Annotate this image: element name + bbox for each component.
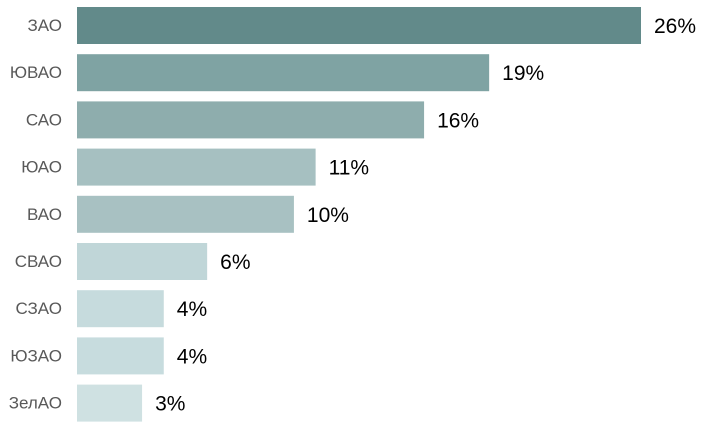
- category-label: ЮЗАО: [10, 346, 62, 365]
- category-label: СЗАО: [15, 299, 62, 318]
- bar-9: [77, 384, 143, 422]
- bar-4: [77, 148, 316, 186]
- bar-8: [77, 337, 164, 375]
- value-label: 11%: [329, 157, 369, 180]
- category-label: САО: [26, 110, 62, 129]
- category-label: ЗАО: [28, 16, 62, 35]
- category-label: ЗелАО: [9, 394, 62, 413]
- category-label: ЮАО: [21, 158, 62, 177]
- bar-6: [77, 243, 208, 280]
- bar-2: [77, 54, 490, 92]
- value-label: 3%: [155, 393, 185, 416]
- bar-1: [77, 7, 641, 44]
- value-label: 6%: [220, 251, 250, 274]
- category-label: ЮВАО: [10, 63, 62, 82]
- category-label: СВАО: [15, 252, 62, 271]
- value-label: 19%: [502, 62, 544, 85]
- value-label: 26%: [654, 15, 696, 38]
- value-label: 16%: [437, 109, 479, 132]
- bar-5: [77, 195, 294, 233]
- value-label: 10%: [307, 204, 349, 227]
- bar-3: [77, 101, 425, 139]
- value-label: 4%: [177, 298, 207, 321]
- bar-7: [77, 290, 164, 328]
- category-label: ВАО: [27, 205, 62, 224]
- value-label: 4%: [177, 345, 207, 368]
